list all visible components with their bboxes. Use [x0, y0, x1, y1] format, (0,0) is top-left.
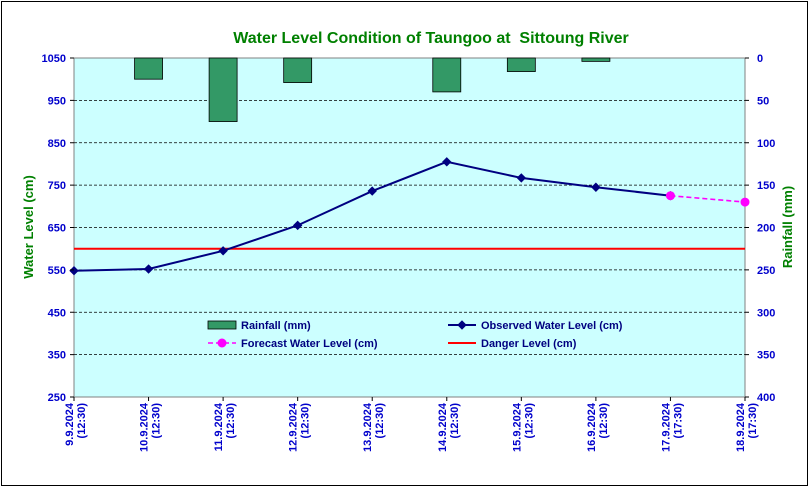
x-tick-time: (12:30)	[76, 403, 88, 439]
legend-rainfall-swatch	[207, 320, 237, 330]
y-right-tick-label: 0	[757, 53, 763, 65]
x-tick-date: 12.9.2024	[288, 402, 300, 452]
legend-label: Observed Water Level (cm)	[481, 320, 623, 332]
observed-point	[591, 182, 601, 192]
y-left-tick-label: 650	[48, 223, 66, 235]
rainfall-bars	[134, 57, 611, 122]
x-tick-label: 14.9.2024(12:30)	[437, 402, 461, 452]
x-tick-date: 14.9.2024	[437, 402, 449, 452]
y-axis-right-label: Rainfall (mm)	[780, 186, 795, 268]
observed-point	[218, 246, 228, 256]
rainfall-bar	[506, 57, 536, 72]
y-left-tick-label: 950	[48, 95, 66, 107]
x-tick-date: 16.9.2024	[586, 402, 598, 452]
legend: Rainfall (mm) Observed Water Level (cm) Fo…	[207, 320, 623, 350]
observed-point	[143, 264, 154, 274]
x-tick-date: 17.9.2024	[660, 402, 672, 452]
y-right-tick-label: 250	[757, 265, 775, 277]
x-tick-label: 9.9.2024(12:30)	[64, 402, 88, 446]
x-tick-label: 11.9.2024(12:30)	[213, 402, 237, 451]
chart-title: Water Level Condition of Taungoo at Sitt…	[233, 30, 629, 47]
x-tick-time: (17:30)	[672, 403, 684, 439]
rainfall-bar	[208, 57, 238, 122]
x-tick-time: (12:30)	[300, 403, 312, 439]
x-tick-time: (12:30)	[151, 403, 163, 439]
x-tick-label: 13.9.2024(12:30)	[362, 402, 386, 452]
y-left-tick-label: 350	[48, 350, 66, 362]
forecast-point	[217, 338, 227, 348]
y-left-tick-label: 250	[48, 392, 66, 404]
observed-point	[457, 320, 467, 330]
y-left-tick-label: 750	[48, 180, 66, 192]
observed-point	[292, 220, 303, 231]
x-tick-time: (17:30)	[747, 403, 759, 439]
y-right-tick-label: 300	[757, 307, 775, 319]
y-right-tick-label: 150	[757, 180, 775, 192]
y-right-tick-label: 50	[757, 95, 769, 107]
rainfall-bar	[581, 57, 611, 62]
rainfall-bar	[134, 57, 163, 80]
forecast-point	[740, 197, 750, 207]
x-tick-label: 16.9.2024(12:30)	[586, 402, 610, 452]
x-tick-label: 15.9.2024(12:30)	[511, 402, 535, 452]
gridlines	[74, 99, 745, 356]
forecast-point	[665, 191, 675, 201]
x-tick-date: 13.9.2024	[362, 402, 374, 452]
x-tick-time: (12:30)	[449, 403, 461, 439]
y-left-tick-label: 850	[48, 138, 66, 150]
x-tick-time: (12:30)	[523, 403, 535, 439]
x-tick-label: 10.9.2024(12:30)	[139, 402, 163, 452]
y-axis-left-label: Water Level (cm)	[21, 175, 36, 279]
x-tick-time: (12:30)	[598, 403, 610, 439]
x-tick-label: 18.9.2024(17:30)	[735, 402, 759, 452]
x-tick-label: 17.9.2024(17:30)	[660, 402, 684, 452]
x-tick-date: 11.9.2024	[213, 402, 225, 451]
y-left-tick-label: 450	[48, 307, 66, 319]
legend-label: Danger Level (cm)	[481, 338, 577, 350]
y-right-tick-label: 100	[757, 138, 775, 150]
observed-point	[367, 186, 377, 196]
y-right-tick-label: 350	[757, 350, 775, 362]
x-tick-time: (12:30)	[374, 403, 386, 439]
forecast-line	[670, 194, 746, 203]
legend-label: Forecast Water Level (cm)	[241, 338, 378, 350]
x-tick-date: 18.9.2024	[735, 402, 747, 452]
legend-label: Rainfall (mm)	[241, 320, 311, 332]
x-tick-date: 10.9.2024	[139, 402, 151, 452]
x-tick-date: 9.9.2024	[64, 402, 76, 446]
x-tick-label: 12.9.2024(12:30)	[288, 402, 312, 452]
x-tick-time: (12:30)	[225, 403, 237, 439]
water-level-lines	[69, 157, 750, 276]
rainfall-bar	[432, 57, 462, 93]
y-right-tick-label: 200	[757, 223, 775, 235]
axes: 250 350 450 550 650 750 850 950 1050 0 50 100 150 200…	[42, 53, 776, 452]
observed-point	[442, 157, 452, 167]
y-left-tick-label: 1050	[42, 53, 66, 65]
y-right-tick-label: 400	[757, 392, 775, 404]
x-tick-date: 15.9.2024	[511, 402, 523, 452]
rainfall-bar	[283, 57, 313, 83]
y-left-tick-label: 550	[48, 265, 66, 277]
observed-point	[516, 173, 527, 183]
